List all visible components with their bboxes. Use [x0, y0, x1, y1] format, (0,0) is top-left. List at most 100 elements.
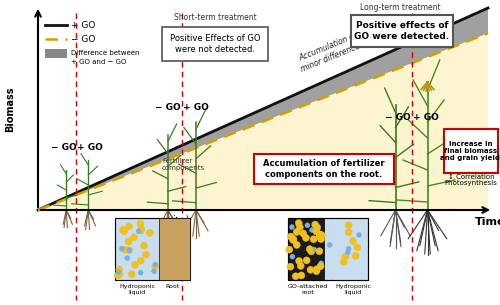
Text: + GO: + GO — [412, 113, 438, 122]
Circle shape — [307, 266, 314, 273]
Bar — [288, 218, 368, 280]
Text: Biomass: Biomass — [5, 86, 15, 132]
FancyBboxPatch shape — [351, 15, 453, 47]
Circle shape — [290, 224, 294, 230]
Circle shape — [314, 224, 320, 231]
Circle shape — [126, 247, 132, 254]
Polygon shape — [38, 33, 488, 210]
Circle shape — [310, 228, 314, 232]
Circle shape — [142, 251, 150, 258]
Text: − GO: − GO — [71, 34, 96, 44]
Circle shape — [122, 246, 128, 253]
Circle shape — [137, 220, 144, 227]
Circle shape — [136, 229, 141, 234]
Circle shape — [132, 261, 138, 268]
Text: Accumulation of
minor differences: Accumulation of minor differences — [295, 30, 365, 74]
FancyBboxPatch shape — [254, 154, 394, 184]
Text: − GO: − GO — [52, 143, 77, 152]
Circle shape — [308, 248, 315, 255]
Text: Hydroponic
liquid: Hydroponic liquid — [335, 284, 371, 295]
Text: Short-term treatment: Short-term treatment — [174, 13, 256, 22]
Circle shape — [287, 263, 294, 270]
Text: − GO: − GO — [384, 113, 410, 122]
Text: ↕ Correlation
Photosynthesis: ↕ Correlation Photosynthesis — [444, 174, 498, 186]
Circle shape — [327, 242, 332, 247]
Circle shape — [354, 244, 361, 251]
Text: Time: Time — [475, 217, 500, 227]
Circle shape — [356, 232, 362, 238]
Circle shape — [346, 246, 351, 251]
Circle shape — [318, 261, 324, 266]
Circle shape — [292, 273, 299, 280]
Circle shape — [314, 266, 320, 273]
Text: Difference between: Difference between — [71, 50, 140, 56]
Circle shape — [138, 270, 143, 275]
Circle shape — [153, 262, 158, 267]
Text: GO-attached
root: GO-attached root — [288, 284, 328, 295]
Bar — [288, 218, 368, 280]
Circle shape — [126, 223, 132, 230]
Circle shape — [318, 231, 325, 239]
Circle shape — [312, 221, 318, 228]
Circle shape — [352, 253, 359, 260]
Circle shape — [316, 231, 324, 238]
Circle shape — [127, 248, 132, 253]
Circle shape — [114, 272, 121, 279]
Circle shape — [297, 262, 304, 269]
Text: + GO: + GO — [183, 103, 209, 112]
Text: + GO: + GO — [78, 143, 103, 152]
Circle shape — [298, 272, 305, 279]
Circle shape — [342, 253, 349, 260]
Circle shape — [120, 226, 126, 233]
Circle shape — [293, 242, 300, 248]
Circle shape — [345, 222, 352, 229]
Circle shape — [346, 250, 350, 255]
Circle shape — [313, 268, 320, 275]
Circle shape — [316, 233, 323, 240]
Circle shape — [313, 228, 320, 235]
Circle shape — [302, 234, 310, 241]
Circle shape — [130, 234, 138, 241]
Circle shape — [140, 242, 147, 249]
Circle shape — [137, 257, 144, 264]
Circle shape — [116, 269, 121, 274]
Circle shape — [296, 257, 302, 264]
Circle shape — [295, 220, 302, 227]
Text: Increase in
final biomass
and grain yield.: Increase in final biomass and grain yiel… — [440, 141, 500, 161]
Circle shape — [152, 263, 158, 270]
Circle shape — [340, 258, 347, 265]
Text: − GO: − GO — [155, 103, 181, 112]
Circle shape — [152, 269, 156, 274]
Bar — [45, 49, 67, 58]
Circle shape — [290, 236, 296, 243]
Circle shape — [306, 246, 313, 253]
Circle shape — [128, 271, 136, 278]
Circle shape — [124, 256, 130, 260]
Circle shape — [345, 229, 352, 236]
Circle shape — [146, 229, 154, 236]
Circle shape — [318, 235, 324, 242]
Circle shape — [312, 247, 316, 252]
Text: Long-term treatment: Long-term treatment — [360, 3, 440, 12]
Text: + GO and − GO: + GO and − GO — [71, 59, 126, 65]
Circle shape — [116, 266, 123, 273]
Circle shape — [290, 254, 295, 259]
Text: Root: Root — [165, 284, 179, 289]
Circle shape — [120, 246, 124, 251]
Circle shape — [296, 224, 304, 231]
Bar — [115, 218, 190, 280]
Circle shape — [290, 236, 297, 243]
Circle shape — [288, 233, 294, 240]
Circle shape — [303, 257, 310, 264]
Circle shape — [138, 227, 144, 234]
Circle shape — [286, 246, 292, 253]
Text: Accumulation of fertilizer
components on the root.: Accumulation of fertilizer components on… — [263, 159, 385, 179]
Circle shape — [317, 263, 324, 270]
Bar — [288, 218, 324, 280]
Circle shape — [305, 223, 310, 228]
Circle shape — [310, 236, 317, 243]
Bar — [158, 218, 190, 280]
Circle shape — [125, 238, 132, 245]
Text: Positive effects of
GO were detected.: Positive effects of GO were detected. — [354, 21, 450, 41]
Circle shape — [293, 228, 300, 235]
